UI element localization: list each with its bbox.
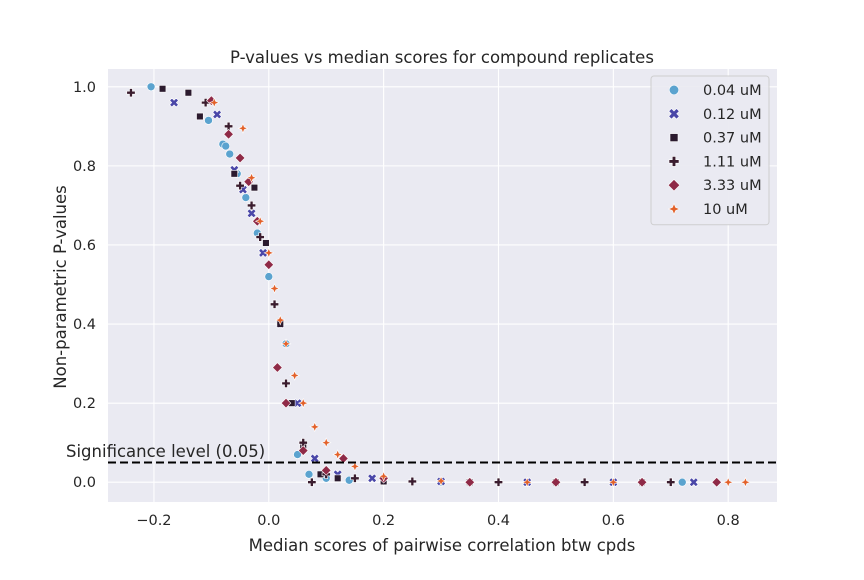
data-point	[677, 477, 687, 487]
data-point	[297, 397, 309, 409]
legend-box	[650, 75, 770, 226]
legend-label: 0.04 uM	[703, 83, 762, 99]
data-point	[270, 299, 280, 309]
data-point	[320, 465, 332, 476]
y-tick-label: 0.6	[73, 238, 96, 254]
data-point	[237, 122, 249, 134]
data-point	[493, 477, 503, 487]
y-axis-label: Non-parametric P-values	[51, 185, 70, 388]
data-point	[230, 170, 238, 178]
data-point	[235, 181, 245, 191]
data-point	[320, 437, 332, 449]
data-point	[246, 172, 257, 184]
x-tick-label: −0.2	[136, 513, 171, 529]
data-point	[580, 477, 590, 487]
data-point	[263, 259, 275, 270]
tick-labels: −0.2 0.0 0.2 0.4 0.6 0.8 0.0 0.2 0.4 0.6 0.8 1.0	[73, 80, 740, 529]
data-point	[367, 473, 377, 484]
data-point	[274, 314, 286, 326]
series-5	[208, 97, 751, 488]
data-point	[334, 474, 342, 482]
data-point	[272, 362, 283, 373]
data-point	[234, 152, 246, 164]
legend-marker	[669, 133, 679, 142]
data-point	[435, 475, 447, 487]
data-point	[146, 82, 156, 92]
data-point	[464, 476, 476, 488]
data-point	[208, 97, 220, 109]
data-point	[221, 141, 231, 151]
data-point	[264, 272, 274, 281]
data-point	[126, 88, 136, 98]
legend-label: 0.12 uM	[703, 107, 762, 123]
data-point	[607, 476, 619, 488]
data-point	[254, 215, 266, 227]
x-tick-label: 0.0	[257, 513, 280, 529]
data-point	[262, 239, 270, 247]
x-tick-label: 0.8	[717, 513, 740, 529]
y-tick-label: 0.0	[73, 475, 96, 491]
data-point	[711, 476, 722, 488]
data-point	[297, 445, 309, 456]
legend-label: 1.11 uM	[703, 154, 762, 170]
y-tick-label: 0.8	[73, 159, 96, 175]
data-point	[722, 476, 734, 488]
data-point	[212, 109, 222, 120]
data-point	[225, 149, 235, 159]
y-tick-label: 0.2	[73, 396, 96, 412]
data-point	[666, 477, 676, 487]
data-point	[349, 460, 361, 472]
legend-marker	[667, 202, 681, 216]
data-point	[255, 232, 265, 242]
data-point	[269, 283, 280, 294]
x-axis-label: Median scores of pairwise correlation bt…	[249, 536, 636, 555]
data-point	[521, 476, 533, 488]
x-tick-label: 0.6	[602, 513, 625, 529]
data-point	[241, 193, 251, 202]
legend-label: 10 uM	[703, 202, 748, 218]
data-point	[636, 476, 648, 488]
data-point	[350, 473, 360, 483]
data-point	[223, 128, 234, 140]
legend: 0.04 uM 0.12 uM 0.37 uM 1.11 uM 3.33 uM 10 uM	[650, 75, 770, 226]
data-point	[169, 97, 179, 108]
data-point	[204, 116, 213, 125]
data-point	[740, 476, 751, 488]
data-point	[246, 208, 257, 219]
data-point	[550, 476, 562, 488]
data-point	[307, 477, 317, 487]
data-point	[407, 476, 417, 486]
data-point	[378, 470, 390, 482]
legend-marker	[668, 108, 680, 120]
data-point	[184, 89, 193, 97]
data-point	[196, 112, 204, 121]
legend-marker	[668, 84, 680, 96]
y-tick-label: 1.0	[73, 80, 96, 96]
data-point	[309, 421, 321, 433]
significance-label: Significance level (0.05)	[66, 442, 265, 461]
data-point	[304, 470, 314, 479]
data-point	[293, 450, 302, 459]
data-point	[247, 200, 257, 210]
data-point	[281, 378, 291, 388]
data-point	[688, 477, 699, 488]
x-tick-label: 0.4	[487, 513, 510, 529]
data-point	[280, 397, 292, 409]
y-tick-label: 0.4	[73, 317, 96, 333]
x-tick-label: 0.2	[372, 513, 395, 529]
data-point	[263, 247, 275, 259]
chart-title: P-values vs median scores for compound r…	[230, 48, 654, 67]
data-points	[126, 82, 751, 488]
data-point	[332, 449, 344, 460]
legend-label: 0.37 uM	[703, 131, 762, 147]
legend-marker	[667, 179, 681, 192]
data-point	[250, 183, 259, 192]
legend-marker	[668, 156, 680, 167]
data-point	[158, 85, 167, 93]
legend-label: 3.33 uM	[703, 178, 762, 194]
data-point	[280, 338, 292, 350]
data-point	[289, 370, 301, 381]
